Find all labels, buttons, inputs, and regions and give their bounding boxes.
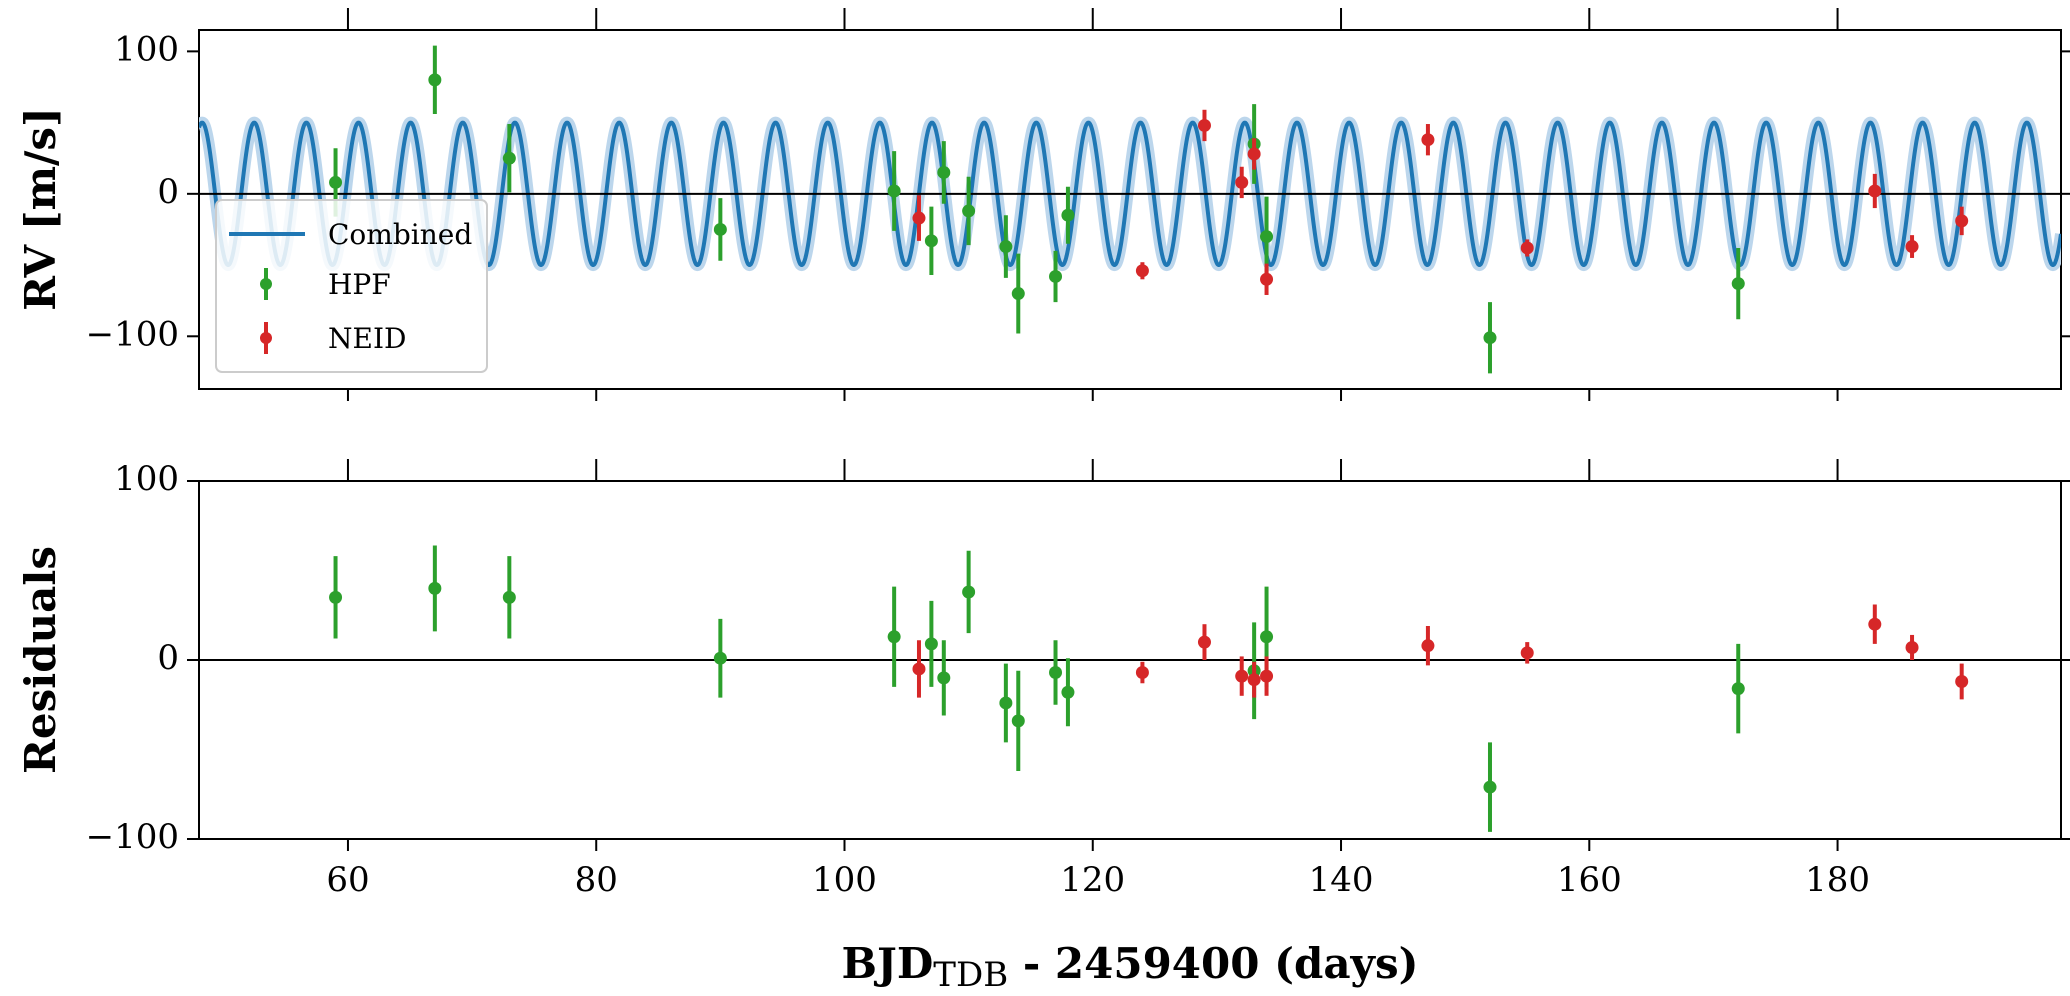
rv-y-tick-label: 0 xyxy=(157,172,179,212)
rv-hpf-point xyxy=(1483,331,1497,345)
x-axis-title-main: BJD xyxy=(842,939,934,988)
x-axis-title-rest: - 2459400 (days) xyxy=(1008,939,1418,988)
rv-y-ticks: 100 0 −100 xyxy=(86,29,2070,354)
rv-hpf-point xyxy=(924,234,938,248)
residuals-hpf-point xyxy=(329,590,343,604)
residuals-neid-point xyxy=(1135,666,1149,680)
residuals-hpf-point xyxy=(937,671,951,685)
rv-y-tick-label: −100 xyxy=(86,314,179,354)
rv-hpf-point xyxy=(502,151,516,165)
rv-hpf-point xyxy=(962,204,976,218)
rv-neid-point xyxy=(1247,147,1261,161)
rv-hpf-point xyxy=(1011,287,1025,301)
residuals-neid-point xyxy=(1421,639,1435,653)
rv-neid-point xyxy=(1421,133,1435,147)
residuals-hpf-point xyxy=(1061,685,1075,699)
residuals-x-tick-label: 100 xyxy=(812,860,877,900)
rv-hpf-point xyxy=(713,222,727,236)
rv-hpf-point xyxy=(1061,208,1075,222)
residuals-hpf-point xyxy=(1731,682,1745,696)
rv-x-ticks xyxy=(346,8,1839,401)
residuals-hpf-point xyxy=(962,585,976,599)
rv-hpf-point xyxy=(329,175,343,189)
residuals-y-tick-label: −100 xyxy=(86,817,179,857)
rv-hpf-point xyxy=(937,165,951,179)
rv-neid-point xyxy=(1520,241,1534,255)
residuals-neid-point xyxy=(1868,617,1882,631)
rv-neid-point xyxy=(1135,264,1149,278)
legend-hpf-marker xyxy=(260,278,272,290)
rv-hpf-point xyxy=(999,240,1013,254)
rv-neid-point xyxy=(1905,240,1919,254)
residuals-x-tick-label: 160 xyxy=(1557,860,1622,900)
residuals-x-tick-label: 180 xyxy=(1805,860,1870,900)
rv-plot-area xyxy=(199,45,2061,374)
residuals-hpf-point xyxy=(713,651,727,665)
rv-hpf-point xyxy=(1731,277,1745,291)
x-axis-title: BJDTDB - 2459400 (days) xyxy=(842,939,1419,995)
legend-box xyxy=(215,199,488,373)
rv-y-axis-title: RV [m/s] xyxy=(16,107,65,311)
residuals-hpf-point xyxy=(1011,714,1025,728)
residuals-neid-point xyxy=(912,662,926,676)
residuals-neid-point xyxy=(1235,669,1249,683)
rv-plot-frame xyxy=(198,29,2062,390)
rv-hpf-point xyxy=(1049,269,1063,283)
residuals-hpf-point xyxy=(1049,666,1063,680)
residuals-y-axis-title: Residuals xyxy=(16,546,65,774)
rv-neid-point xyxy=(1197,118,1211,132)
residuals-y-tick-label: 100 xyxy=(114,459,179,499)
rv-neid-point xyxy=(1235,175,1249,189)
rv-neid-point xyxy=(912,211,926,225)
residuals-neid-point xyxy=(1955,674,1969,688)
rv-panel: RV [m/s] 100 0 −100 Combined HPF NEID xyxy=(16,8,2070,401)
legend-neid-label: NEID xyxy=(328,322,406,355)
residuals-neid-point xyxy=(1260,669,1274,683)
legend-combined-label: Combined xyxy=(328,218,472,251)
residuals-y-tick-label: 0 xyxy=(157,638,179,678)
residuals-hpf-point xyxy=(887,630,901,644)
residuals-x-tick-label: 60 xyxy=(326,860,369,900)
residuals-hpf-point xyxy=(428,581,442,595)
legend-neid-marker xyxy=(260,332,272,344)
residuals-neid-point xyxy=(1197,635,1211,649)
residuals-neid-point xyxy=(1520,646,1534,660)
legend-hpf-label: HPF xyxy=(328,268,391,301)
residuals-x-ticks: 60 80 100 120 140 160 180 xyxy=(326,459,1870,900)
x-axis-title-subscript: TDB xyxy=(933,955,1008,995)
rv-neid-point xyxy=(1955,214,1969,228)
residuals-x-tick-label: 80 xyxy=(575,860,618,900)
residuals-x-tick-label: 120 xyxy=(1060,860,1125,900)
residuals-plot-area xyxy=(199,545,2061,832)
residuals-hpf-point xyxy=(999,696,1013,710)
rv-hpf-point xyxy=(1260,230,1274,244)
residuals-panel: Residuals 100 0 −100 60 80 100 120 140 160 180 xyxy=(16,459,2070,900)
residuals-hpf-point xyxy=(1483,780,1497,794)
residuals-neid-point xyxy=(1247,673,1261,687)
residuals-y-ticks: 100 0 −100 xyxy=(86,459,2070,857)
residuals-neid-point xyxy=(1905,640,1919,654)
rv-neid-point xyxy=(1868,184,1882,198)
residuals-x-tick-label: 140 xyxy=(1309,860,1374,900)
residuals-hpf-point xyxy=(924,637,938,651)
residuals-hpf-point xyxy=(1260,630,1274,644)
rv-legend: Combined HPF NEID xyxy=(215,199,488,373)
residuals-hpf-point xyxy=(502,590,516,604)
rv-neid-point xyxy=(1260,272,1274,286)
rv-y-tick-label: 100 xyxy=(114,29,179,69)
rv-hpf-point xyxy=(428,73,442,87)
rv-hpf-point xyxy=(887,184,901,198)
